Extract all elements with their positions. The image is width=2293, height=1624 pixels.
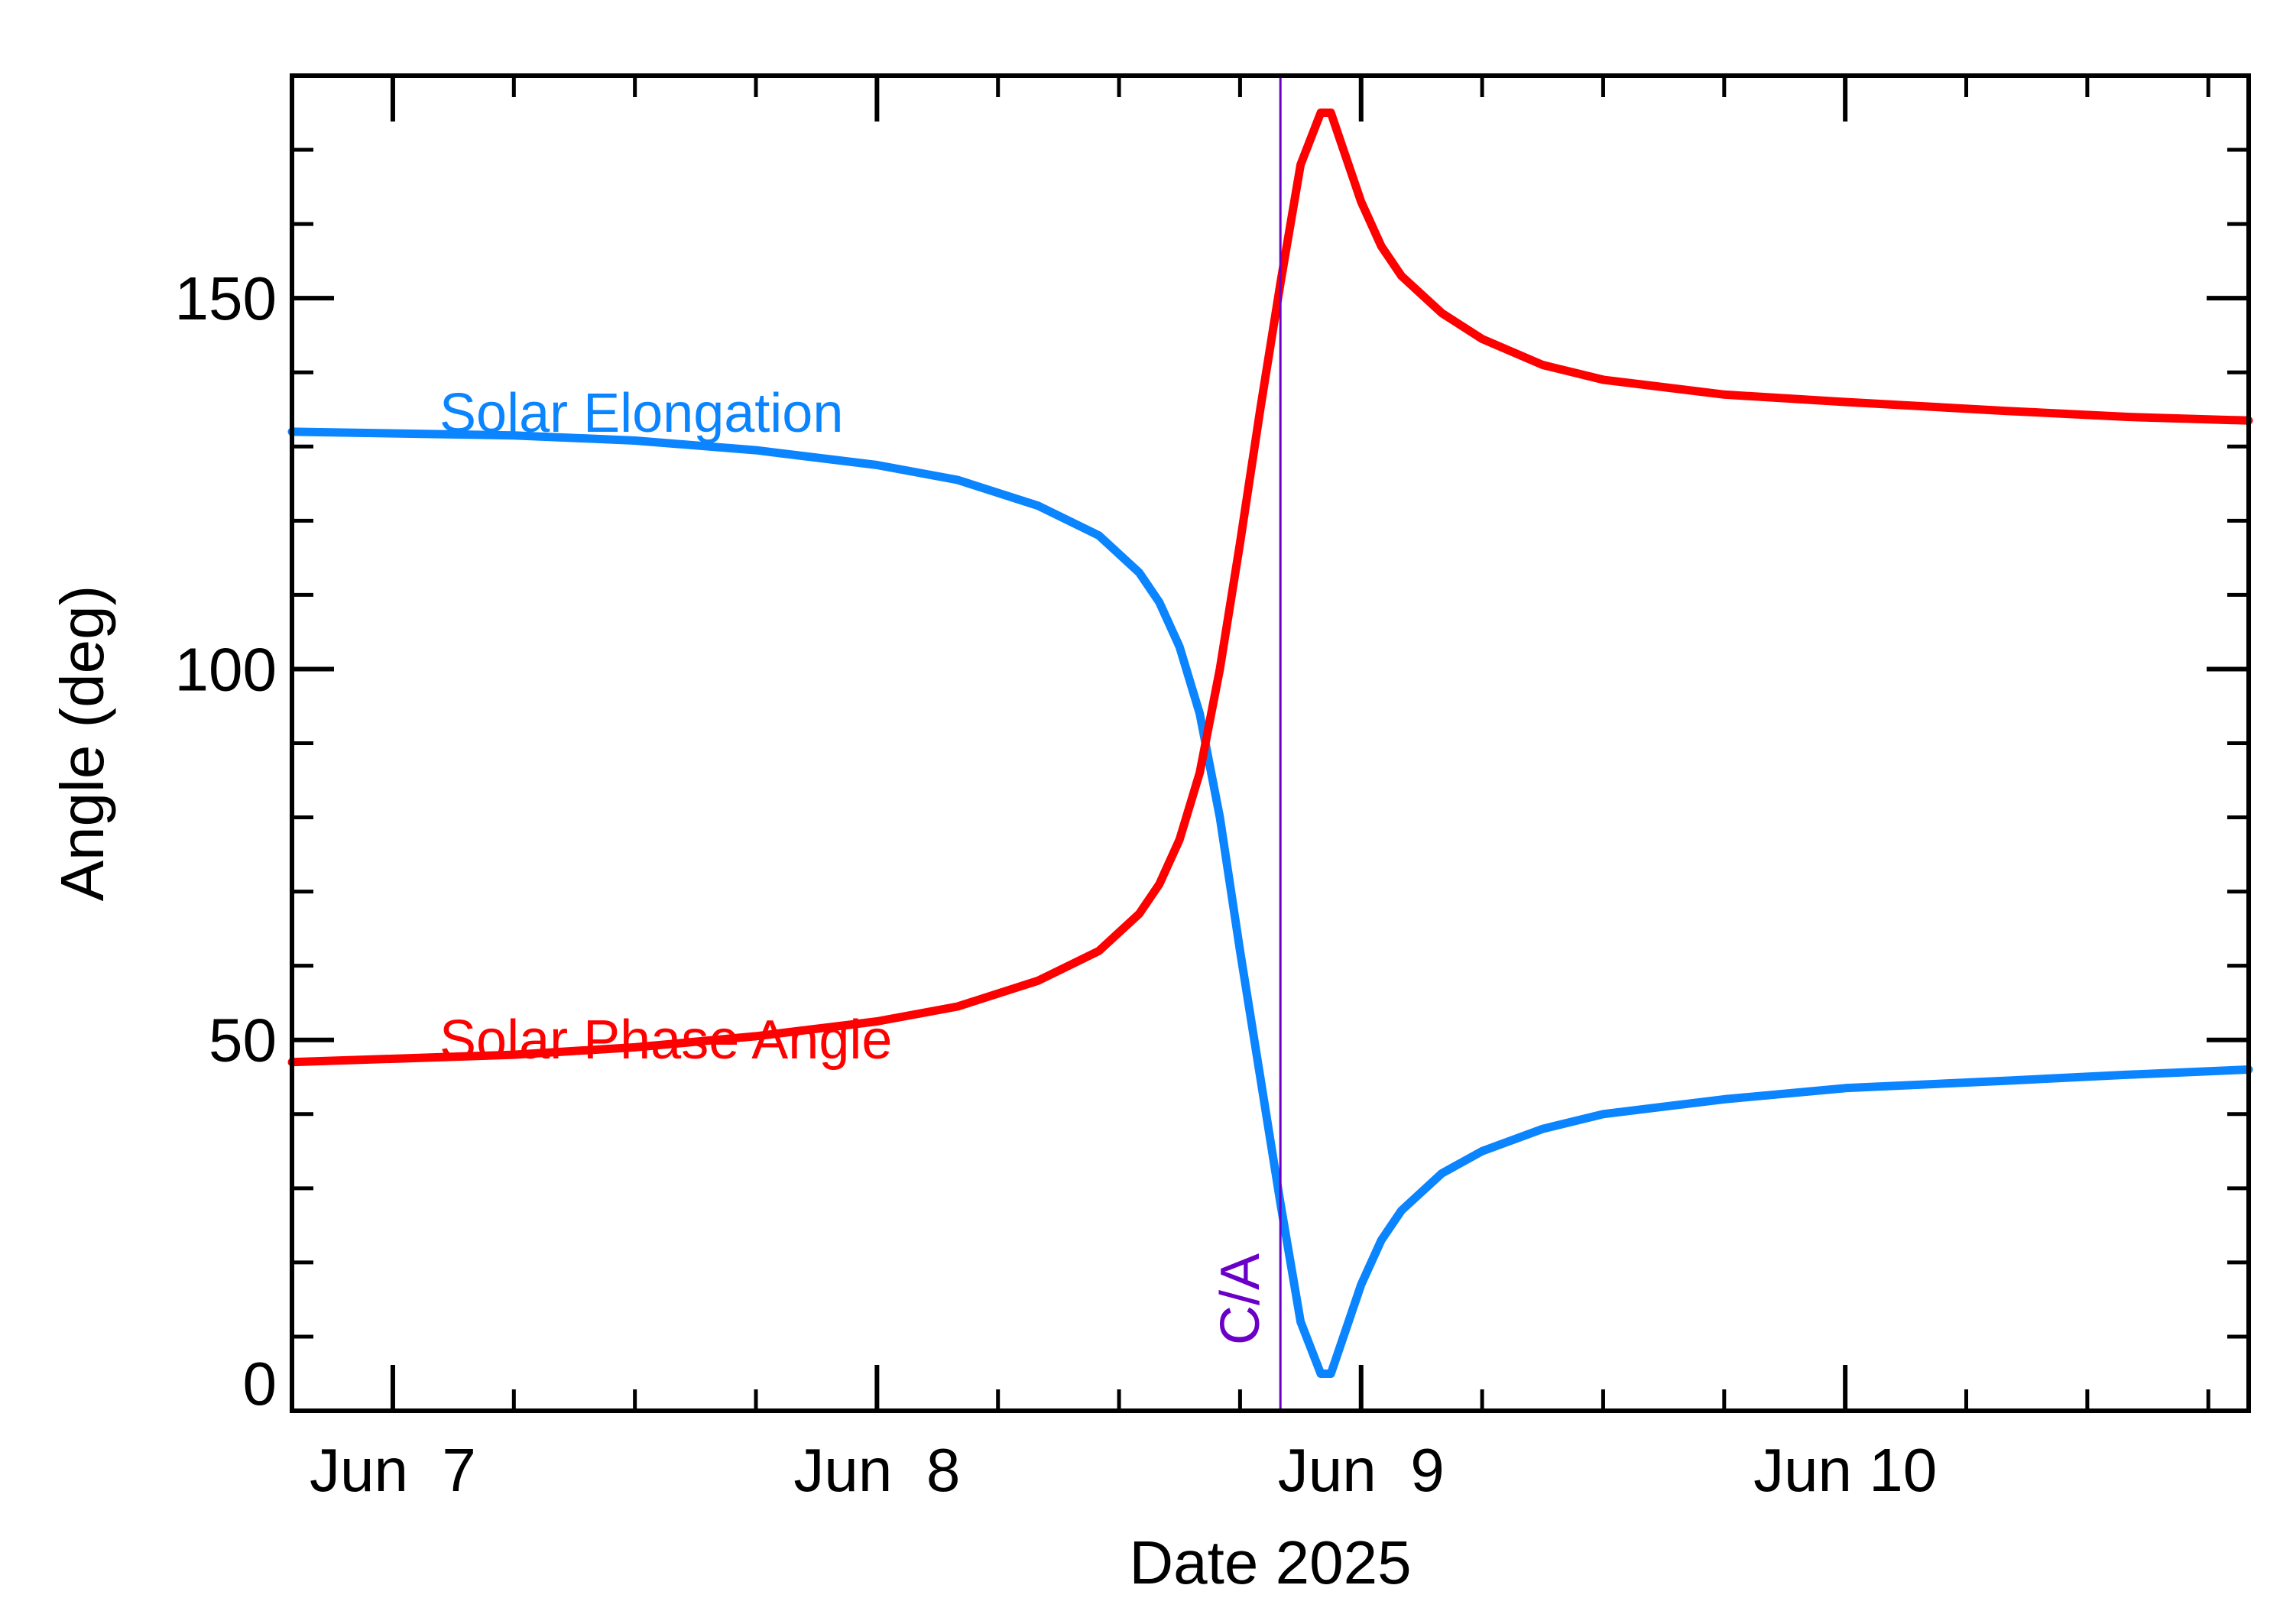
y-tick-label: 50	[209, 1006, 277, 1075]
y-minor-ticks	[292, 73, 2249, 1413]
x-tick-label: Jun 7	[310, 1436, 476, 1504]
x-tick-label: Jun 9	[1278, 1436, 1445, 1504]
y-tick-label: 100	[175, 635, 277, 703]
plot-frame	[290, 73, 2251, 1413]
y-tick-label: 0	[243, 1350, 277, 1418]
closest-approach-marker: C/A	[1210, 76, 1282, 1411]
y-tick-label: 150	[175, 264, 277, 332]
y-axis-label: Angle (deg)	[48, 585, 116, 902]
x-minor-ticks	[391, 76, 2210, 1411]
series-line-solar-phase-angle	[287, 109, 2253, 1067]
x-axis-label: Date 2025	[1129, 1528, 1411, 1596]
x-tick-label: Jun 10	[1753, 1436, 1937, 1504]
series-line-solar-elongation	[287, 427, 2253, 1378]
series-lines	[287, 109, 2253, 1378]
tick-labels: 0 50 100 150 Jun 7 Jun 8 Jun 9 Jun 10	[175, 264, 1938, 1504]
x-major-ticks	[390, 76, 1848, 1411]
closest-approach-label: C/A	[1210, 1253, 1271, 1345]
series-label-solar-elongation: Solar Elongation	[439, 383, 843, 444]
series-label-solar-phase-angle: Solar Phase Angle	[439, 1010, 892, 1071]
y-major-ticks	[292, 296, 2249, 1413]
x-tick-label: Jun 8	[793, 1436, 960, 1504]
